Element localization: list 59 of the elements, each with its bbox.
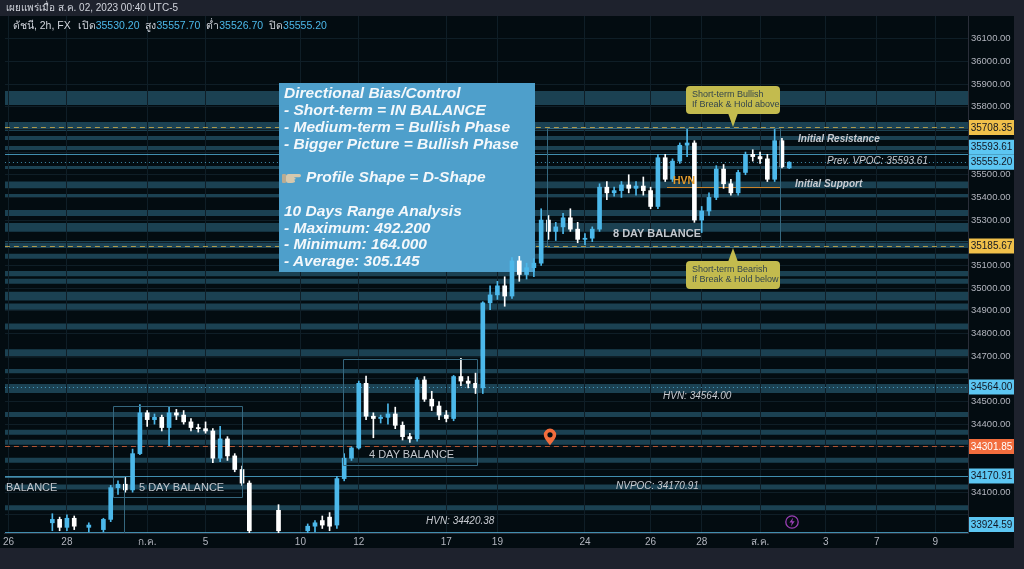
y-tick-label: 35000.00 — [971, 281, 1011, 293]
candlestick — [626, 174, 632, 194]
x-tick-label: 10 — [294, 535, 307, 547]
y-tick-label: 34900.00 — [971, 304, 1011, 316]
x-tick-label: 28 — [61, 535, 73, 547]
ref-line-label: 34564.00 — [970, 381, 1013, 393]
ref-line-label: 33924.59 — [970, 518, 1013, 530]
annotation: 4 DAY BALANCE — [369, 448, 455, 461]
x-tick-label: 26 — [3, 535, 15, 547]
candlestick — [582, 233, 588, 246]
x-tick-label: 17 — [440, 535, 453, 547]
ref-line-label: 35593.61 — [970, 141, 1013, 153]
x-tick-label: 19 — [491, 535, 504, 547]
y-tick-label: 35300.00 — [971, 213, 1011, 225]
annotation: HVN: 34564.00 — [663, 389, 732, 401]
chart-subtitle: เปิด35530.20 สูง35557.70 ต่ำ35526.70 ปิด35555.20 — [77, 17, 328, 32]
annotation: Short-term Bearish If Break & Hold below — [692, 264, 780, 284]
text: Directional Bias/Control - Short-term = IN BALANCE - Medium-term = Bullish Phase - Bigger Picture = Bullish Phase Profile Shape = D-Shape 10 Days Range Analysis - Maximum: 492.200 - Minimum: 164.000 - Average: 305.145 — [284, 84, 519, 270]
ref-line-label: 35185.67 — [970, 240, 1013, 252]
ref-line-label: 34301.85 — [970, 440, 1013, 452]
y-tick-label: 35100.00 — [971, 259, 1011, 271]
x-tick-label: 24 — [579, 535, 591, 547]
y-tick-label: 34800.00 — [971, 327, 1011, 339]
annotation: HVN: 34420.38 — [426, 514, 495, 526]
annotation: Short-term Bullish If Break & Hold above — [692, 89, 780, 109]
y-tick-label: 36100.00 — [971, 32, 1011, 44]
annotation: 5 DAY BALANCE — [139, 481, 225, 494]
x-tick-label: ส.ค. — [750, 535, 770, 547]
text: เผยแพร่เมื่อ ส.ค. 02, 2023 00:40 UTC-5 — [6, 0, 179, 13]
candlestick — [750, 149, 756, 162]
x-tick-label: 12 — [353, 535, 365, 547]
y-tick-label: 34400.00 — [971, 417, 1011, 429]
chart-title: ดัชนี, 2h, FX — [12, 18, 71, 31]
ref-line-label: 35708.35 — [970, 121, 1013, 133]
y-tick-label: 34700.00 — [971, 349, 1011, 361]
y-tick-label: 35500.00 — [971, 168, 1011, 180]
annotation: Prev. VPOC: 35593.61 — [827, 154, 928, 166]
annotation: 8 DAY BALANCE — [613, 227, 702, 240]
x-tick-label: 3 — [822, 535, 829, 547]
x-tick-label: ก.ค. — [137, 535, 157, 547]
y-tick-label: 35900.00 — [971, 77, 1011, 89]
y-tick-label: 34500.00 — [971, 395, 1011, 407]
candlestick — [553, 222, 559, 241]
annotation: Initial Support — [795, 177, 863, 189]
x-tick-label: 9 — [932, 535, 939, 547]
y-tick-label: 35400.00 — [971, 191, 1011, 203]
y-tick-label: 36000.00 — [971, 54, 1011, 66]
annotation: BALANCE — [6, 481, 58, 494]
annotation: NVPOC: 34170.91 — [616, 479, 699, 491]
x-tick-label: 7 — [874, 535, 881, 547]
y-tick-label: 34100.00 — [971, 485, 1011, 497]
x-tick-label: 28 — [696, 535, 708, 547]
ref-line-label: 34170.91 — [970, 470, 1013, 482]
x-tick-label: 26 — [645, 535, 657, 547]
x-tick-label: 5 — [202, 535, 209, 547]
y-tick-label: 35800.00 — [971, 100, 1011, 112]
annotation: Initial Resistance — [798, 132, 881, 144]
candlestick — [465, 376, 471, 389]
ref-line-label: 35555.20 — [970, 156, 1013, 168]
